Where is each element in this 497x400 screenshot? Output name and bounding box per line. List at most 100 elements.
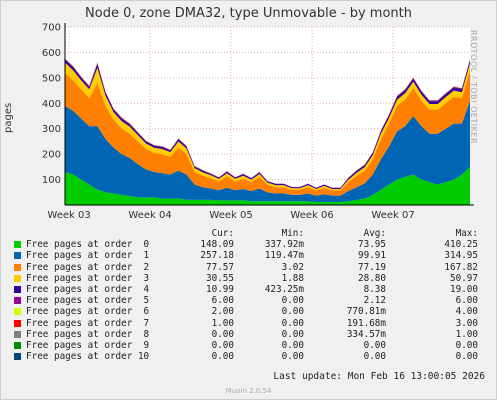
legend-label: Free pages at order 8 [26, 328, 150, 340]
x-tick-label: Week 05 [209, 210, 252, 221]
legend-avg: 77.19 [358, 261, 386, 273]
legend-max: 19.00 [450, 283, 478, 295]
legend-row: Free pages at order 6 2.00 0.00 770.81m 4.00 [14, 306, 484, 317]
legend-swatch [14, 263, 21, 271]
last-update: Last update: Mon Feb 16 13:00:05 2026 [273, 371, 485, 382]
y-tick-label: 500 [42, 73, 61, 84]
legend-cur: 1.00 [211, 317, 234, 329]
legend-avg: 334.57m [346, 328, 386, 340]
legend-row: Free pages at order 7 1.00 0.00 191.68m 3.00 [14, 318, 484, 329]
chart-title: Node 0, zone DMA32, type Unmovable - by … [85, 6, 412, 21]
legend-min: 1.88 [281, 272, 304, 284]
legend-cur: 0.00 [211, 351, 234, 363]
legend-min: 0.00 [281, 317, 304, 329]
legend-row: Free pages at order 4 10.99 423.25m 8.38 19.… [14, 284, 484, 295]
y-tick-label: 600 [42, 48, 61, 59]
legend-row: Free pages at order 3 30.55 1.88 28.80 50.97 [14, 273, 484, 284]
legend-label: Free pages at order 4 [26, 283, 150, 295]
legend-swatch [14, 308, 21, 316]
legend-swatch [14, 353, 21, 361]
series-area [65, 166, 470, 205]
legend-label: Free pages at order 7 [26, 317, 150, 329]
legend-cur: 148.09 [200, 239, 234, 251]
series-area [65, 70, 470, 196]
legend-cur: 2.00 [211, 306, 234, 318]
legend-row: Free pages at order 8 0.00 0.00 334.57m 1.00 [14, 329, 484, 340]
legend-label: Free pages at order 5 [26, 295, 150, 307]
legend-cur: 257.18 [200, 250, 234, 262]
y-tick-label: 100 [42, 175, 61, 186]
legend-min: 0.00 [281, 295, 304, 307]
legend-avg: 8.38 [363, 283, 386, 295]
series-area [65, 100, 470, 202]
legend-label: Free pages at order 9 [26, 339, 150, 351]
legend-avg: 2.12 [363, 295, 386, 307]
legend-min: 0.00 [281, 328, 304, 340]
legend-header-min: Min: [281, 228, 304, 239]
legend-row: Free pages at order 10 0.00 0.00 0.00 0.00 [14, 351, 484, 362]
legend-avg: 99.91 [358, 250, 386, 262]
y-tick-label: 400 [42, 99, 61, 110]
legend-label: Free pages at order 0 [26, 239, 150, 251]
legend-row: Free pages at order 5 6.00 0.00 2.12 6.00 [14, 295, 484, 306]
legend-max: 4.00 [455, 306, 478, 318]
stacked-area-chart: 100 200 300 400 500 600 700 Week 03 Week 04 Week … [42, 23, 474, 221]
legend-swatch [14, 285, 21, 293]
legend-max: 0.00 [455, 351, 478, 363]
legend-label: Free pages at order 1 [26, 250, 150, 262]
legend-max: 410.25 [444, 239, 478, 251]
y-tick-label: 300 [42, 124, 61, 135]
x-tick-label: Week 04 [128, 210, 171, 221]
x-tick-label: Week 03 [47, 210, 90, 221]
legend-swatch [14, 297, 21, 305]
legend-avg: 0.00 [363, 339, 386, 351]
legend-max: 1.00 [455, 328, 478, 340]
legend-row: Free pages at order 0 148.09 337.92m 73.95 4… [14, 239, 484, 250]
legend-header-avg: Avg: [363, 228, 386, 239]
legend-min: 0.00 [281, 339, 304, 351]
x-tick-label: Week 07 [371, 210, 414, 221]
legend-min: 423.25m [264, 283, 304, 295]
legend-label: Free pages at order 2 [26, 261, 150, 273]
legend-row: Free pages at order 1 257.18 119.47m 99.91 3… [14, 250, 484, 261]
legend-max: 6.00 [455, 295, 478, 307]
legend-min: 337.92m [264, 239, 304, 251]
y-tick-label: 200 [42, 150, 61, 161]
legend-swatch [14, 274, 21, 282]
legend-rows: Free pages at order 0 148.09 337.92m 73.95 4… [14, 239, 484, 362]
legend-swatch [14, 319, 21, 327]
legend-avg: 770.81m [346, 306, 386, 318]
legend-max: 50.97 [450, 272, 478, 284]
legend-swatch [14, 341, 21, 349]
legend-row: Free pages at order 2 77.57 3.02 77.19 167.8… [14, 262, 484, 273]
legend-header-max: Max: [455, 228, 478, 239]
legend-row: Free pages at order 9 0.00 0.00 0.00 0.00 [14, 340, 484, 351]
legend-cur: 77.57 [206, 261, 234, 273]
legend-cur: 10.99 [206, 283, 234, 295]
legend-cur: 30.55 [206, 272, 234, 284]
legend-cur: 0.00 [211, 328, 234, 340]
y-tick-label: 700 [42, 23, 61, 34]
legend-label: Free pages at order 3 [26, 272, 150, 284]
legend: Cur: Min: Avg: Max: Free pages at order … [14, 228, 484, 362]
legend-swatch [14, 252, 21, 260]
legend-header: Cur: Min: Avg: Max: [14, 228, 484, 239]
legend-min: 0.00 [281, 351, 304, 363]
munin-version: Munin 2.0.54 [225, 387, 272, 395]
legend-cur: 6.00 [211, 295, 234, 307]
legend-label: Free pages at order 6 [26, 306, 150, 318]
legend-max: 167.82 [444, 261, 478, 273]
legend-max: 3.00 [455, 317, 478, 329]
legend-min: 119.47m [264, 250, 304, 262]
legend-avg: 73.95 [358, 239, 386, 251]
legend-avg: 28.80 [358, 272, 386, 284]
legend-avg: 191.68m [346, 317, 386, 329]
legend-min: 0.00 [281, 306, 304, 318]
series-areas [65, 58, 470, 205]
legend-header-cur: Cur: [211, 228, 234, 239]
legend-swatch [14, 330, 21, 338]
legend-swatch [14, 241, 21, 249]
x-tick-label: Week 06 [290, 210, 333, 221]
legend-cur: 0.00 [211, 339, 234, 351]
axes: 100 200 300 400 500 600 700 Week 03 Week 04 Week … [42, 23, 474, 221]
